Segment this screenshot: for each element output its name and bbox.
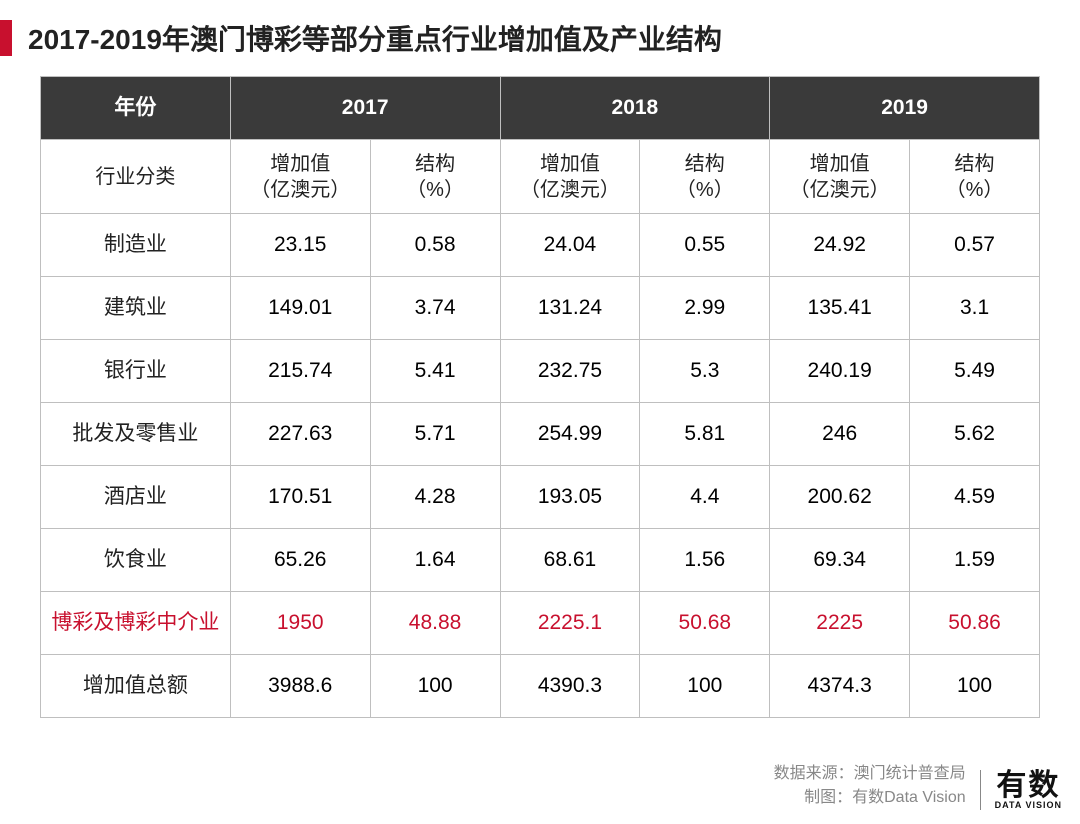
table-row: 银行业215.745.41232.755.3240.195.49 — [41, 340, 1040, 403]
cell-v17: 3988.6 — [230, 655, 370, 718]
header-row-sub: 行业分类 增加值（亿澳元） 结构（%） 增加值（亿澳元） 结构（%） 增加值（亿… — [41, 140, 1040, 214]
col-val-2018: 增加值（亿澳元） — [500, 140, 640, 214]
table-row: 建筑业149.013.74131.242.99135.413.1 — [41, 277, 1040, 340]
source-label: 数据来源：澳门统计普查局 — [774, 762, 966, 786]
col-pct-2017: 结构（%） — [370, 140, 500, 214]
cell-v17: 23.15 — [230, 214, 370, 277]
cell-p18: 4.4 — [640, 466, 770, 529]
table-container: 年份 2017 2018 2019 行业分类 增加值（亿澳元） 结构（%） 增加… — [0, 76, 1080, 718]
cell-v18: 131.24 — [500, 277, 640, 340]
cell-v19: 69.34 — [770, 529, 910, 592]
cell-v19: 135.41 — [770, 277, 910, 340]
cell-v17: 170.51 — [230, 466, 370, 529]
cell-p18: 100 — [640, 655, 770, 718]
table-body: 制造业23.150.5824.040.5524.920.57建筑业149.013… — [41, 214, 1040, 718]
cell-p19: 4.59 — [910, 466, 1040, 529]
cell-p19: 100 — [910, 655, 1040, 718]
cell-v17: 227.63 — [230, 403, 370, 466]
col-category-label: 行业分类 — [41, 140, 231, 214]
table-row: 增加值总额3988.61004390.31004374.3100 — [41, 655, 1040, 718]
col-pct-2018: 结构（%） — [640, 140, 770, 214]
row-name: 博彩及博彩中介业 — [41, 592, 231, 655]
cell-v18: 232.75 — [500, 340, 640, 403]
cell-p18: 50.68 — [640, 592, 770, 655]
logo: 有数 DATA VISION — [995, 771, 1062, 810]
cell-p17: 1.64 — [370, 529, 500, 592]
cell-p17: 48.88 — [370, 592, 500, 655]
cell-v19: 4374.3 — [770, 655, 910, 718]
title-bar: 2017-2019年澳门博彩等部分重点行业增加值及产业结构 — [0, 0, 1080, 76]
logo-cn: 有数 — [996, 771, 1060, 801]
credit-label: 制图：有数Data Vision — [774, 786, 966, 810]
row-name: 增加值总额 — [41, 655, 231, 718]
row-name: 制造业 — [41, 214, 231, 277]
cell-v19: 24.92 — [770, 214, 910, 277]
cell-v18: 2225.1 — [500, 592, 640, 655]
cell-p18: 2.99 — [640, 277, 770, 340]
cell-p18: 1.56 — [640, 529, 770, 592]
cell-v17: 149.01 — [230, 277, 370, 340]
accent-bar — [0, 20, 12, 56]
cell-p19: 5.62 — [910, 403, 1040, 466]
table-row: 酒店业170.514.28193.054.4200.624.59 — [41, 466, 1040, 529]
col-year-2018: 2018 — [500, 77, 770, 140]
cell-v18: 68.61 — [500, 529, 640, 592]
cell-v19: 2225 — [770, 592, 910, 655]
cell-v17: 65.26 — [230, 529, 370, 592]
footer-divider — [980, 770, 981, 810]
cell-p17: 4.28 — [370, 466, 500, 529]
col-val-2019: 增加值（亿澳元） — [770, 140, 910, 214]
col-year-label: 年份 — [41, 77, 231, 140]
table-row: 博彩及博彩中介业195048.882225.150.68222550.86 — [41, 592, 1040, 655]
row-name: 饮食业 — [41, 529, 231, 592]
col-pct-2019: 结构（%） — [910, 140, 1040, 214]
col-year-2017: 2017 — [230, 77, 500, 140]
cell-p17: 3.74 — [370, 277, 500, 340]
cell-p19: 3.1 — [910, 277, 1040, 340]
cell-p19: 5.49 — [910, 340, 1040, 403]
cell-v19: 246 — [770, 403, 910, 466]
cell-p17: 5.41 — [370, 340, 500, 403]
cell-v18: 193.05 — [500, 466, 640, 529]
cell-v18: 24.04 — [500, 214, 640, 277]
header-row-years: 年份 2017 2018 2019 — [41, 77, 1040, 140]
cell-p17: 0.58 — [370, 214, 500, 277]
cell-p19: 0.57 — [910, 214, 1040, 277]
col-year-2019: 2019 — [770, 77, 1040, 140]
cell-v19: 200.62 — [770, 466, 910, 529]
cell-p18: 5.81 — [640, 403, 770, 466]
footer-credits: 数据来源：澳门统计普查局 制图：有数Data Vision — [774, 762, 966, 810]
cell-p17: 5.71 — [370, 403, 500, 466]
page-title: 2017-2019年澳门博彩等部分重点行业增加值及产业结构 — [28, 18, 722, 58]
table-row: 制造业23.150.5824.040.5524.920.57 — [41, 214, 1040, 277]
cell-p17: 100 — [370, 655, 500, 718]
cell-v18: 254.99 — [500, 403, 640, 466]
cell-v17: 1950 — [230, 592, 370, 655]
col-val-2017: 增加值（亿澳元） — [230, 140, 370, 214]
footer: 数据来源：澳门统计普查局 制图：有数Data Vision 有数 DATA VI… — [774, 762, 1062, 810]
cell-v19: 240.19 — [770, 340, 910, 403]
cell-p18: 5.3 — [640, 340, 770, 403]
table-row: 饮食业65.261.6468.611.5669.341.59 — [41, 529, 1040, 592]
cell-v18: 4390.3 — [500, 655, 640, 718]
cell-p19: 1.59 — [910, 529, 1040, 592]
row-name: 批发及零售业 — [41, 403, 231, 466]
table-row: 批发及零售业227.635.71254.995.812465.62 — [41, 403, 1040, 466]
logo-en: DATA VISION — [995, 801, 1062, 810]
cell-p19: 50.86 — [910, 592, 1040, 655]
cell-p18: 0.55 — [640, 214, 770, 277]
industry-table: 年份 2017 2018 2019 行业分类 增加值（亿澳元） 结构（%） 增加… — [40, 76, 1040, 718]
row-name: 银行业 — [41, 340, 231, 403]
row-name: 建筑业 — [41, 277, 231, 340]
row-name: 酒店业 — [41, 466, 231, 529]
cell-v17: 215.74 — [230, 340, 370, 403]
